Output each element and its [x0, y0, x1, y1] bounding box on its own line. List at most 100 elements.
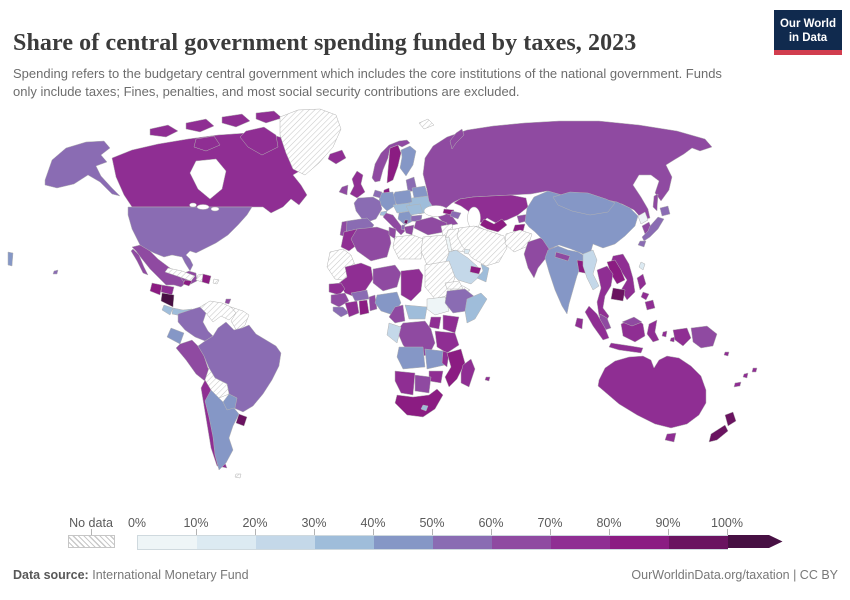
- country-tasmania[interactable]: [664, 432, 677, 443]
- country-oman[interactable]: [476, 263, 490, 283]
- legend-arrow[interactable]: [728, 535, 784, 548]
- country-togo-benin[interactable]: [368, 294, 378, 312]
- country-thailand[interactable]: [596, 265, 614, 325]
- country-new-caledonia[interactable]: [733, 381, 742, 388]
- country-italy[interactable]: [382, 212, 406, 236]
- country-jamaica[interactable]: [182, 279, 193, 287]
- country-greenland[interactable]: [279, 108, 342, 176]
- country-lesotho[interactable]: [420, 404, 429, 412]
- country-new-zealand-north[interactable]: [724, 411, 737, 427]
- country-sakhalin[interactable]: [652, 193, 659, 212]
- country-philippines-visayas[interactable]: [640, 291, 650, 301]
- country-guatemala[interactable]: [149, 282, 163, 296]
- country-puerto-rico[interactable]: [212, 278, 220, 285]
- country-united-arab-emirates[interactable]: [469, 265, 482, 275]
- country-uganda[interactable]: [428, 316, 442, 330]
- country-papua-new-guinea[interactable]: [690, 325, 718, 349]
- country-indonesia-java[interactable]: [608, 342, 644, 354]
- country-kuwait[interactable]: [463, 248, 471, 255]
- country-botswana[interactable]: [414, 374, 432, 394]
- country-japan-honshu[interactable]: [641, 216, 665, 242]
- country-hawaii[interactable]: [52, 269, 59, 275]
- country-tanzania[interactable]: [434, 330, 460, 354]
- country-svalbard[interactable]: [418, 118, 435, 130]
- country-colombia[interactable]: [177, 306, 214, 342]
- country-trinidad[interactable]: [224, 298, 232, 305]
- country-japan-hokkaido[interactable]: [659, 205, 671, 217]
- country-malaysia-borneo[interactable]: [621, 316, 643, 327]
- country-united-kingdom[interactable]: [349, 170, 366, 199]
- country-indonesia-moluccas[interactable]: [669, 336, 676, 343]
- country-dominican-republic[interactable]: [201, 273, 212, 285]
- country-kenya[interactable]: [442, 314, 460, 334]
- country-canada-arctic-islands[interactable]: [185, 118, 215, 133]
- country-sierra-leone-liberia[interactable]: [332, 306, 350, 318]
- country-romania[interactable]: [405, 203, 424, 216]
- legend-no-data-swatch[interactable]: [68, 535, 115, 548]
- country-canada-arctic-islands[interactable]: [149, 124, 179, 138]
- country-iran[interactable]: [456, 225, 508, 267]
- country-falkland-islands[interactable]: [234, 473, 242, 479]
- country-mongolia[interactable]: [552, 191, 616, 216]
- country-namibia[interactable]: [394, 370, 416, 396]
- country-myanmar[interactable]: [582, 249, 600, 291]
- country-venezuela[interactable]: [199, 300, 237, 323]
- country-left-edge-sliver[interactable]: [7, 251, 14, 267]
- country-guinea[interactable]: [330, 292, 350, 308]
- country-central-african-republic[interactable]: [404, 304, 428, 320]
- country-senegal[interactable]: [328, 282, 346, 296]
- country-japan-kyushu[interactable]: [637, 240, 647, 248]
- country-new-zealand-south[interactable]: [708, 424, 729, 443]
- footer-credit-link[interactable]: OurWorldinData.org/taxation | CC BY: [631, 568, 838, 582]
- country-philippines-mindanao[interactable]: [644, 299, 656, 311]
- legend-color-bar[interactable]: [137, 535, 728, 550]
- country-indonesia-sulawesi[interactable]: [646, 319, 660, 343]
- country-cameroon[interactable]: [388, 304, 406, 324]
- country-baffin-island[interactable]: [239, 126, 279, 156]
- country-ivory-coast[interactable]: [344, 300, 360, 318]
- country-novaya-zemlya[interactable]: [449, 128, 465, 150]
- country-philippines-luzon[interactable]: [636, 273, 647, 291]
- country-mauritius[interactable]: [484, 376, 491, 382]
- country-ghana[interactable]: [358, 299, 370, 316]
- country-argentina[interactable]: [204, 389, 240, 471]
- country-alaska[interactable]: [44, 140, 121, 197]
- country-canada-arctic-islands[interactable]: [221, 113, 251, 128]
- country-madagascar[interactable]: [460, 358, 476, 388]
- country-cambodia[interactable]: [610, 287, 626, 302]
- country-mozambique[interactable]: [444, 348, 466, 388]
- country-libya[interactable]: [392, 234, 424, 260]
- country-baja-california[interactable]: [130, 248, 149, 276]
- country-north-korea[interactable]: [637, 211, 649, 225]
- country-albania[interactable]: [400, 224, 406, 231]
- country-norway[interactable]: [371, 139, 411, 183]
- country-nepal[interactable]: [554, 251, 571, 262]
- country-sri-lanka[interactable]: [574, 317, 584, 330]
- country-ireland[interactable]: [338, 184, 349, 196]
- country-vanuatu[interactable]: [742, 372, 749, 379]
- country-angola[interactable]: [396, 346, 426, 370]
- country-south-africa[interactable]: [394, 388, 444, 418]
- country-russia[interactable]: [422, 120, 713, 227]
- country-indonesia-west-papua[interactable]: [672, 327, 692, 347]
- country-nicaragua[interactable]: [160, 292, 175, 308]
- country-australia[interactable]: [597, 355, 707, 429]
- country-fiji[interactable]: [751, 367, 758, 373]
- country-malawi[interactable]: [441, 350, 450, 368]
- country-greece[interactable]: [403, 224, 415, 236]
- country-finland[interactable]: [399, 145, 417, 177]
- country-benelux[interactable]: [372, 189, 383, 199]
- country-kazakhstan[interactable]: [453, 194, 529, 224]
- country-indonesia-moluccas[interactable]: [661, 330, 668, 338]
- country-taiwan[interactable]: [638, 261, 646, 271]
- country-somalia[interactable]: [464, 292, 488, 324]
- country-sweden[interactable]: [386, 144, 402, 184]
- country-zambia[interactable]: [424, 348, 446, 370]
- country-uruguay[interactable]: [235, 413, 248, 427]
- country-france[interactable]: [353, 196, 383, 224]
- country-ecuador[interactable]: [166, 327, 185, 345]
- country-costa-rica[interactable]: [161, 304, 174, 316]
- country-gabon-congo[interactable]: [386, 322, 402, 344]
- country-algeria[interactable]: [350, 226, 392, 262]
- country-uzbekistan[interactable]: [479, 218, 508, 233]
